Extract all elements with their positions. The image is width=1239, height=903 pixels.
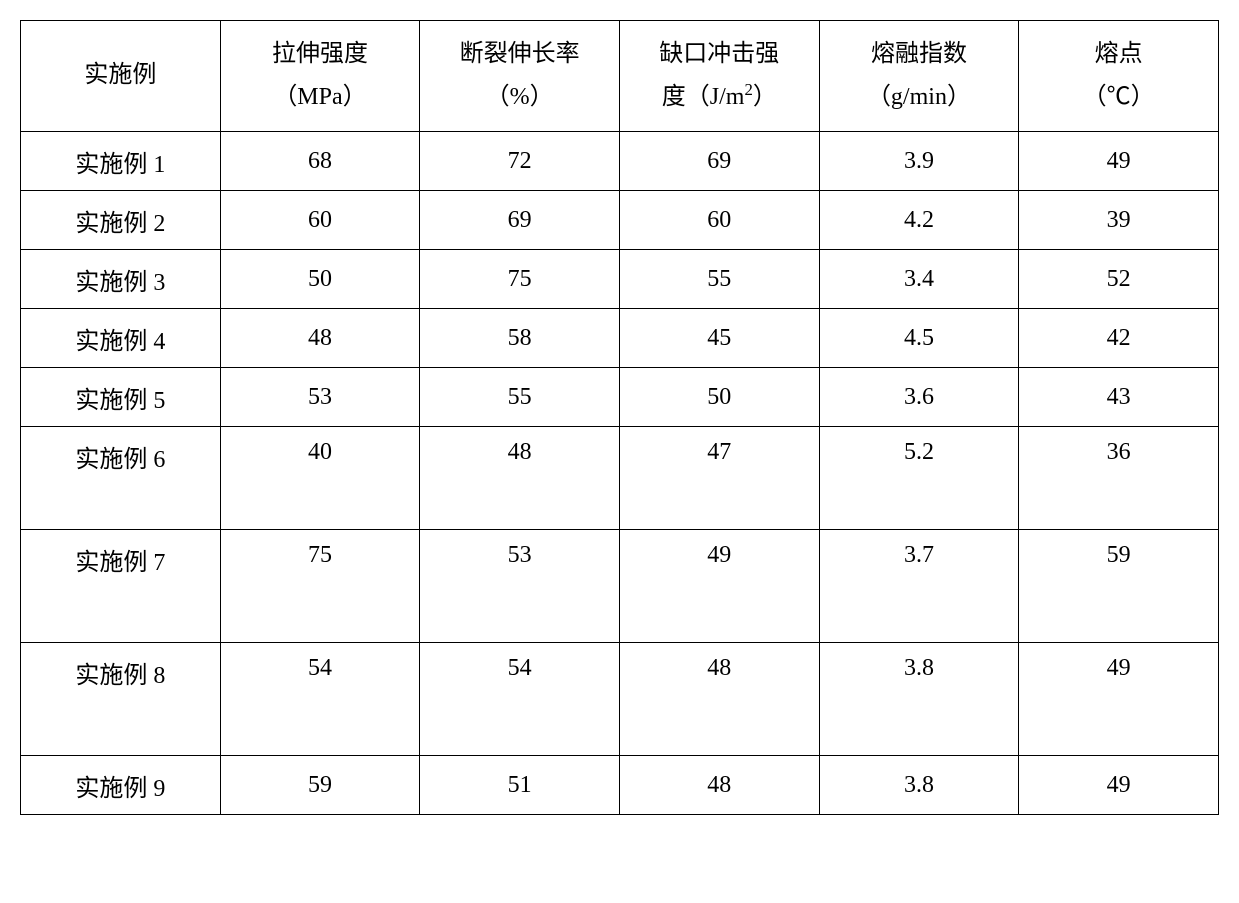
table-body: 实施例 16872693.949实施例 26069604.239实施例 3507… <box>21 132 1219 815</box>
cell-value: 43 <box>1019 368 1219 427</box>
cell-value: 53 <box>220 368 420 427</box>
cell-value: 59 <box>1019 530 1219 643</box>
col-header-melting-point: 熔点 （℃） <box>1019 21 1219 132</box>
table-header-row: 实施例 拉伸强度 （MPa） 断裂伸长率 （%） 缺口冲击强 度（J/m2） 熔… <box>21 21 1219 132</box>
cell-value: 45 <box>619 309 819 368</box>
cell-value: 49 <box>619 530 819 643</box>
cell-value: 49 <box>1019 756 1219 815</box>
col-header-tensile: 拉伸强度 （MPa） <box>220 21 420 132</box>
cell-value: 3.8 <box>819 643 1019 756</box>
cell-value: 3.4 <box>819 250 1019 309</box>
header-unit-sup: 2 <box>744 80 752 99</box>
table-row: 实施例 95951483.849 <box>21 756 1219 815</box>
cell-value: 55 <box>420 368 620 427</box>
cell-value: 54 <box>420 643 620 756</box>
row-label: 实施例 7 <box>21 530 221 643</box>
row-label: 实施例 4 <box>21 309 221 368</box>
cell-value: 4.5 <box>819 309 1019 368</box>
cell-value: 49 <box>1019 643 1219 756</box>
cell-value: 59 <box>220 756 420 815</box>
cell-value: 48 <box>420 427 620 530</box>
table-row: 实施例 26069604.239 <box>21 191 1219 250</box>
header-unit-post: ） <box>753 84 777 110</box>
table-row: 实施例 77553493.759 <box>21 530 1219 643</box>
cell-value: 40 <box>220 427 420 530</box>
cell-value: 69 <box>619 132 819 191</box>
cell-value: 3.7 <box>819 530 1019 643</box>
table-row: 实施例 55355503.643 <box>21 368 1219 427</box>
row-label: 实施例 8 <box>21 643 221 756</box>
row-label: 实施例 9 <box>21 756 221 815</box>
cell-value: 52 <box>1019 250 1219 309</box>
table-row: 实施例 85454483.849 <box>21 643 1219 756</box>
cell-value: 42 <box>1019 309 1219 368</box>
cell-value: 51 <box>420 756 620 815</box>
cell-value: 48 <box>619 643 819 756</box>
cell-value: 4.2 <box>819 191 1019 250</box>
cell-value: 58 <box>420 309 620 368</box>
cell-value: 48 <box>220 309 420 368</box>
cell-value: 36 <box>1019 427 1219 530</box>
row-label: 实施例 5 <box>21 368 221 427</box>
header-text: 拉伸强度 <box>272 41 368 67</box>
row-label: 实施例 2 <box>21 191 221 250</box>
cell-value: 48 <box>619 756 819 815</box>
cell-value: 72 <box>420 132 620 191</box>
cell-value: 49 <box>1019 132 1219 191</box>
cell-value: 47 <box>619 427 819 530</box>
cell-value: 53 <box>420 530 620 643</box>
data-table: 实施例 拉伸强度 （MPa） 断裂伸长率 （%） 缺口冲击强 度（J/m2） 熔… <box>20 20 1219 815</box>
col-header-example: 实施例 <box>21 21 221 132</box>
table-row: 实施例 16872693.949 <box>21 132 1219 191</box>
table-row: 实施例 64048475.236 <box>21 427 1219 530</box>
header-unit-pre: 度（J/m <box>662 84 745 110</box>
header-text: 熔融指数 <box>871 41 967 67</box>
header-unit: （g/min） <box>867 84 971 110</box>
cell-value: 3.8 <box>819 756 1019 815</box>
header-text: 熔点 <box>1095 41 1143 67</box>
row-label: 实施例 6 <box>21 427 221 530</box>
cell-value: 75 <box>420 250 620 309</box>
table-row: 实施例 44858454.542 <box>21 309 1219 368</box>
header-text: 断裂伸长率 <box>460 41 580 67</box>
row-label: 实施例 1 <box>21 132 221 191</box>
header-text: 实施例 <box>84 62 156 88</box>
cell-value: 55 <box>619 250 819 309</box>
cell-value: 50 <box>619 368 819 427</box>
cell-value: 54 <box>220 643 420 756</box>
col-header-melt-index: 熔融指数 （g/min） <box>819 21 1019 132</box>
col-header-elongation: 断裂伸长率 （%） <box>420 21 620 132</box>
cell-value: 60 <box>619 191 819 250</box>
cell-value: 68 <box>220 132 420 191</box>
table-row: 实施例 35075553.452 <box>21 250 1219 309</box>
header-unit: （%） <box>486 84 554 110</box>
row-label: 实施例 3 <box>21 250 221 309</box>
header-unit: （MPa） <box>273 84 366 110</box>
cell-value: 3.9 <box>819 132 1019 191</box>
cell-value: 39 <box>1019 191 1219 250</box>
col-header-impact: 缺口冲击强 度（J/m2） <box>619 21 819 132</box>
cell-value: 3.6 <box>819 368 1019 427</box>
cell-value: 60 <box>220 191 420 250</box>
cell-value: 69 <box>420 191 620 250</box>
header-text: 缺口冲击强 <box>659 41 779 67</box>
cell-value: 75 <box>220 530 420 643</box>
cell-value: 50 <box>220 250 420 309</box>
cell-value: 5.2 <box>819 427 1019 530</box>
header-unit: （℃） <box>1083 84 1155 110</box>
